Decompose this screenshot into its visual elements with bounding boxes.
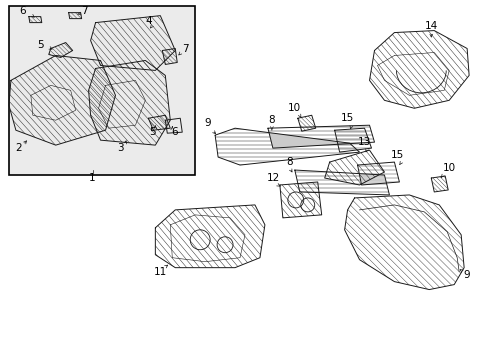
Text: 9: 9 bbox=[463, 270, 469, 280]
Text: 13: 13 bbox=[357, 137, 370, 147]
Text: 10: 10 bbox=[442, 163, 455, 173]
Text: 11: 11 bbox=[153, 267, 166, 276]
Text: 10: 10 bbox=[287, 103, 301, 113]
Text: 2: 2 bbox=[16, 143, 22, 153]
Text: 5: 5 bbox=[149, 127, 155, 137]
Text: 12: 12 bbox=[267, 173, 280, 183]
Text: 5: 5 bbox=[38, 40, 44, 50]
Text: 6: 6 bbox=[20, 6, 26, 15]
Text: 14: 14 bbox=[424, 21, 437, 31]
Text: 7: 7 bbox=[81, 6, 88, 15]
Text: 15: 15 bbox=[340, 113, 353, 123]
Bar bbox=[9, 6, 195, 175]
Text: 1: 1 bbox=[89, 173, 96, 183]
Text: 4: 4 bbox=[145, 15, 151, 26]
Text: 15: 15 bbox=[390, 150, 403, 160]
Text: 3: 3 bbox=[117, 143, 123, 153]
Text: 6: 6 bbox=[171, 127, 177, 137]
Text: 8: 8 bbox=[286, 157, 292, 167]
Text: 7: 7 bbox=[182, 44, 188, 54]
Text: 9: 9 bbox=[204, 118, 211, 128]
Text: 8: 8 bbox=[268, 115, 275, 125]
